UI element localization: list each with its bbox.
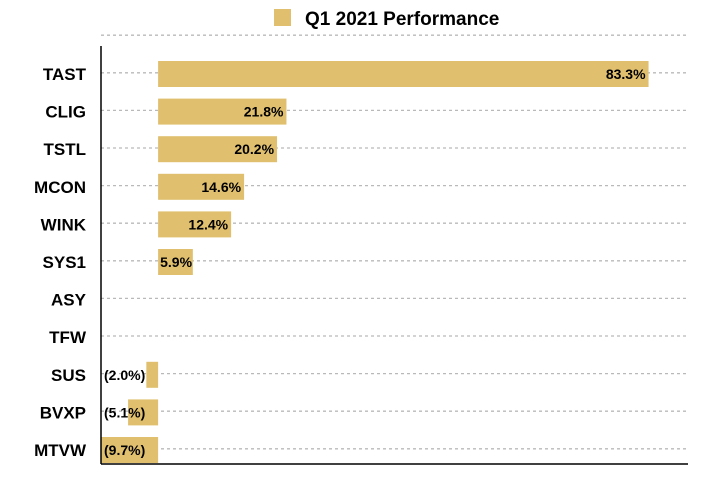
value-label: 5.9% — [160, 254, 192, 270]
category-label: MCON — [34, 178, 86, 197]
bars — [101, 61, 649, 463]
category-labels: TAST CLIG TSTL MCON WINK SYS1 ASY TFW SUS BVXP MTV… — [34, 65, 87, 460]
bar-bvxp — [128, 399, 159, 426]
bar-mtvw — [101, 437, 159, 463]
category-label: ASY — [51, 291, 87, 310]
value-label: (5.1%) — [104, 404, 145, 420]
category-label: TFW — [49, 328, 87, 347]
value-label: 83.3% — [606, 66, 646, 82]
bar-mcon — [158, 173, 245, 200]
bar-clig — [158, 98, 287, 125]
legend-label: Q1 2021 Performance — [305, 9, 499, 30]
category-label: TSTL — [44, 140, 87, 159]
value-label: (9.7%) — [104, 442, 145, 458]
value-label: 21.8% — [244, 104, 284, 120]
value-labels: 83.3% 21.8% 20.2% 14.6% 12.4% 5.9% (2.0%) (5.1%… — [104, 66, 646, 458]
bar-tast — [158, 61, 649, 87]
category-label: SYS1 — [43, 253, 86, 272]
category-label: TAST — [43, 65, 87, 84]
value-label: 20.2% — [234, 141, 274, 157]
gridlines — [101, 34, 688, 450]
legend: Q1 2021 Performance — [274, 9, 499, 30]
bar-sus — [146, 361, 159, 388]
value-label: 14.6% — [201, 179, 241, 195]
value-label: 12.4% — [188, 216, 228, 232]
bar-sys1 — [158, 249, 193, 275]
category-label: MTVW — [34, 441, 87, 460]
category-label: CLIG — [45, 103, 86, 122]
axes — [100, 46, 688, 465]
value-label: (2.0%) — [104, 367, 145, 383]
bar-wink — [158, 211, 232, 238]
category-label: WINK — [41, 215, 87, 234]
legend-swatch — [274, 9, 291, 26]
category-label: SUS — [51, 366, 86, 385]
bar-tstl — [158, 136, 278, 163]
category-label: BVXP — [40, 403, 86, 422]
